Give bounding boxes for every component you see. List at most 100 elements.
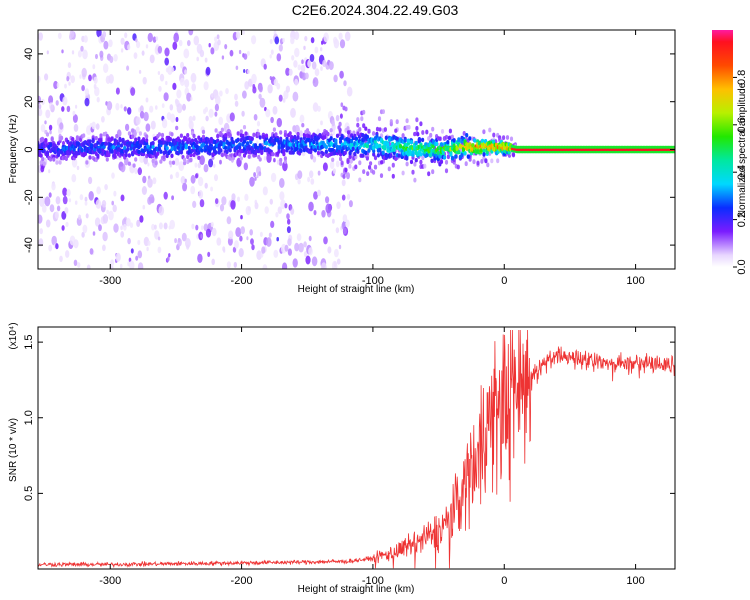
heatmap-cell	[457, 150, 461, 155]
heatmap-cell	[276, 159, 280, 165]
heatmap-cell	[224, 133, 228, 138]
heatmap-cell	[168, 253, 171, 258]
heatmap-cell	[188, 30, 194, 36]
heatmap-cell	[104, 184, 108, 191]
heatmap-cell	[95, 199, 102, 209]
heatmap-cell	[457, 137, 461, 142]
line-x-tick-label: 0	[501, 575, 507, 587]
heatmap-cell	[482, 152, 486, 157]
heatmap-cell	[126, 147, 130, 152]
heatmap-cell	[234, 100, 239, 107]
heatmap-cell	[283, 159, 287, 164]
heatmap-cell	[298, 242, 304, 253]
heatmap-cell	[307, 59, 312, 68]
heatmap-cell	[307, 134, 311, 139]
heatmap-cell	[82, 49, 88, 60]
heatmap-cell	[127, 161, 131, 166]
heatmap-cell	[159, 149, 163, 154]
heatmap-cell	[134, 157, 138, 162]
heatmap-cell	[84, 97, 90, 107]
heatmap-cell	[214, 111, 218, 117]
heatmap-cell	[288, 131, 292, 136]
colorbar-label: Normalized spectral amplitude	[737, 82, 748, 217]
heatmap-cell	[287, 238, 292, 247]
heatmap-cell	[60, 135, 64, 141]
heatmap-cell	[208, 43, 211, 48]
heatmap-cell	[247, 69, 250, 75]
heatmap-cell	[414, 140, 418, 146]
heatmap-cell	[158, 205, 165, 216]
heatmap-cell	[214, 128, 218, 133]
heatmap-cell	[171, 160, 176, 165]
heatmap-cell	[238, 49, 242, 55]
heatmap-cell	[111, 200, 114, 206]
heatmap-cell	[472, 159, 476, 165]
heatmap-cell	[240, 215, 243, 220]
heatmap-cell	[297, 178, 301, 185]
heatmap-cell	[369, 161, 373, 166]
heatmap-cell	[415, 117, 419, 123]
heatmap-cell	[108, 210, 114, 221]
heatmap-cell	[282, 149, 286, 154]
heatmap-cell	[291, 138, 295, 143]
heatmap-cell	[342, 227, 347, 235]
heatmap-cell	[81, 231, 85, 238]
heatmap-cell	[120, 48, 124, 53]
heatmap-cell	[66, 188, 71, 197]
heatmap-cell	[101, 200, 107, 208]
heatmap-cell	[164, 47, 170, 57]
heatmap-cell	[105, 134, 109, 139]
heatmap-cell	[344, 31, 351, 42]
heatmap-cell	[423, 163, 427, 169]
heatmap-cell	[373, 155, 378, 161]
heatmap-cell	[448, 128, 452, 134]
heatmap-cell	[236, 131, 240, 136]
heatmap-cell	[162, 154, 166, 160]
heatmap-cell	[455, 146, 459, 152]
heatmap-cell	[105, 157, 109, 162]
line-x-tick-label: -200	[231, 575, 253, 587]
heatmap-cell	[71, 137, 75, 142]
heatmap-cell	[386, 142, 390, 147]
heatmap-cell	[313, 148, 317, 153]
heatmap-cell	[269, 38, 273, 45]
heatmap-cell	[238, 152, 242, 157]
heatmap-y-tick-label: 40	[23, 48, 35, 60]
heatmap-cell	[436, 150, 440, 156]
heatmap-x-tick-label: -100	[362, 275, 384, 287]
heatmap-cell	[322, 59, 327, 67]
heatmap-cell	[137, 167, 142, 176]
heatmap-cell	[209, 146, 213, 151]
heatmap-cell	[107, 152, 111, 158]
heatmap-cell	[279, 161, 283, 166]
heatmap-cell	[238, 248, 244, 258]
heatmap-cell	[123, 106, 127, 112]
heatmap-cell	[271, 152, 275, 157]
heatmap-cell	[290, 36, 295, 45]
heatmap-cell	[190, 174, 196, 184]
heatmap-cell	[183, 48, 190, 59]
heatmap-cell	[259, 231, 263, 237]
colorbar-tick-label: 0.8	[736, 70, 748, 85]
heatmap-cell	[137, 250, 143, 259]
heatmap-cell	[183, 160, 187, 166]
heatmap-cell	[179, 77, 185, 86]
heatmap-cell	[55, 160, 59, 165]
heatmap-cell	[125, 123, 130, 132]
heatmap-cell	[348, 151, 352, 156]
heatmap-cell	[59, 122, 64, 130]
heatmap-cell	[283, 132, 287, 138]
heatmap-cell	[480, 159, 484, 164]
heatmap-cell	[178, 39, 183, 47]
heatmap-cell	[118, 137, 122, 142]
heatmap-cell	[348, 163, 352, 169]
heatmap-cell	[509, 136, 514, 142]
heatmap-cell	[184, 145, 188, 150]
heatmap-cell	[163, 191, 168, 200]
heatmap-cell	[372, 170, 376, 175]
heatmap-cell	[53, 80, 58, 90]
heatmap-cell	[287, 218, 291, 225]
heatmap-cell	[228, 230, 234, 240]
heatmap-cell	[258, 157, 262, 162]
heatmap-cell	[250, 238, 254, 245]
